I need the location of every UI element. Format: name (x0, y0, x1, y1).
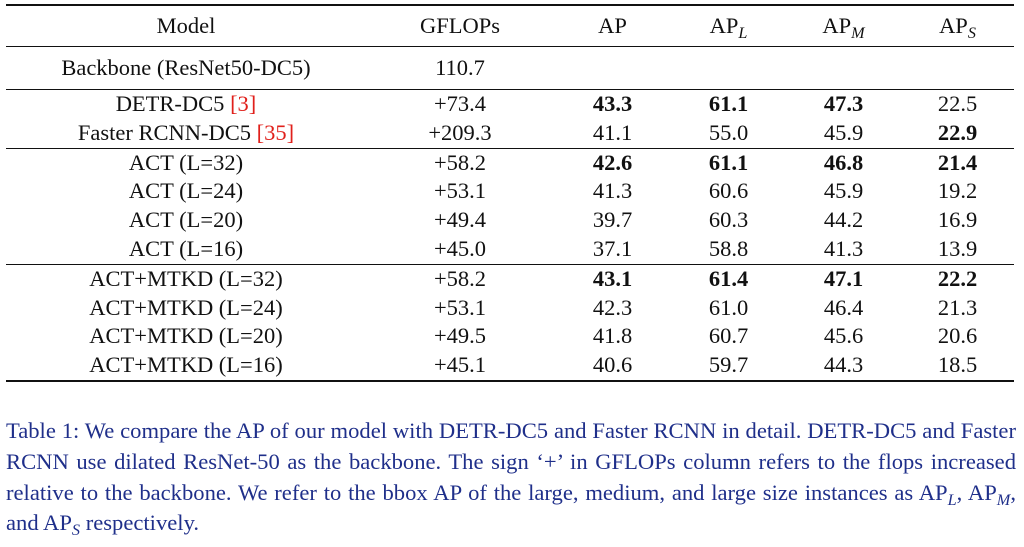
cell-apm: 45.9 (823, 119, 864, 145)
cell-aps: 16.9 (937, 207, 978, 233)
cell-aps: 21.4 (901, 147, 1014, 178)
cell-gflops: +209.3 (428, 119, 492, 145)
cell-apm: 44.3 (786, 351, 901, 382)
cell-aps: 22.5 (901, 88, 1014, 119)
cell-apl: 61.1 (671, 147, 786, 178)
cell-apm: 47.1 (786, 263, 901, 294)
cell-gflops: +45.1 (366, 351, 554, 382)
cell-apm: 41.3 (823, 235, 864, 261)
cell-model: Backbone (ResNet50-DC5) (6, 46, 366, 90)
table-row: ACT+MTKD (L=32) +58.2 43.1 61.4 47.1 22.2 (6, 263, 1014, 294)
cell-apl: 61.1 (671, 88, 786, 119)
header-gflops: GFLOPs (366, 4, 554, 47)
table-row: ACT (L=32) +58.2 42.6 61.1 46.8 21.4 (6, 147, 1014, 178)
results-table-container: Model GFLOPs AP APL APM APS Backbone (Re… (6, 4, 1014, 382)
cell-ap: 41.1 (592, 119, 633, 145)
cell-ap: 43.1 (554, 263, 671, 294)
cell-model: ACT (L=16) (128, 235, 244, 261)
table-row-backbone: Backbone (ResNet50-DC5) 110.7 (6, 46, 1014, 90)
cell-model: Faster RCNN-DC5 [35] (77, 119, 295, 145)
cell-apm: 46.8 (786, 147, 901, 178)
header-ap-large: APL (671, 4, 786, 47)
cell-aps: 18.5 (901, 351, 1014, 382)
cell-gflops: +58.2 (366, 263, 554, 294)
cell-apm: 45.6 (823, 323, 864, 349)
cell-aps: 22.9 (937, 119, 978, 145)
cell-ap: 42.6 (554, 147, 671, 178)
table-row: DETR-DC5 [3] +73.4 43.3 61.1 47.3 22.5 (6, 88, 1014, 119)
table-caption: Table 1: We compare the AP of our model … (6, 418, 1016, 540)
header-ap-small: APS (901, 4, 1014, 47)
table-row: ACT+MTKD (L=24) +53.1 42.3 61.0 46.4 21.3 (6, 294, 1014, 323)
table-row: ACT (L=16) +45.0 37.1 58.8 41.3 13.9 (6, 235, 1014, 264)
cell-ap: 37.1 (592, 235, 633, 261)
cell-apm: 44.2 (823, 207, 864, 233)
cell-apl: 59.7 (671, 351, 786, 382)
cell-apl: 58.8 (708, 235, 749, 261)
cell-apl: 60.3 (708, 207, 749, 233)
cell-gflops: +58.2 (366, 147, 554, 178)
cell-model: DETR-DC5 [3] (6, 88, 366, 119)
table-row: ACT+MTKD (L=20) +49.5 41.8 60.7 45.6 20.6 (6, 322, 1014, 351)
cell-model: ACT+MTKD (L=32) (6, 263, 366, 294)
cell-gflops: +45.0 (433, 235, 487, 261)
cell-gflops: 110.7 (366, 46, 554, 90)
header-model: Model (6, 4, 366, 47)
cell-model: ACT+MTKD (L=24) (89, 294, 283, 320)
cell-apl: 55.0 (708, 119, 749, 145)
cell-ap: 39.7 (592, 207, 633, 233)
table-header-row: Model GFLOPs AP APL APM APS (6, 4, 1014, 47)
cell-aps: 21.3 (937, 294, 978, 320)
table-body: DETR-DC5 [3] +73.4 43.3 61.1 47.3 22.5 Faster … (6, 88, 1014, 382)
cell-aps: 22.2 (901, 263, 1014, 294)
citation-link[interactable]: [35] (256, 119, 295, 145)
cell-apm: 45.9 (823, 178, 864, 204)
cell-gflops: +53.1 (433, 294, 487, 320)
header-ap: AP (554, 4, 671, 47)
cell-gflops: +49.5 (433, 323, 487, 349)
table-row: ACT+MTKD (L=16) +45.1 40.6 59.7 44.3 18.5 (6, 351, 1014, 382)
cell-ap: 41.3 (592, 178, 633, 204)
cell-ap: 41.8 (592, 323, 633, 349)
cell-aps: 20.6 (937, 323, 978, 349)
cell-aps: 19.2 (937, 178, 978, 204)
cell-apm: 47.3 (786, 88, 901, 119)
cell-gflops: +49.4 (433, 207, 487, 233)
table-row: ACT (L=24) +53.1 41.3 60.6 45.9 19.2 (6, 177, 1014, 206)
cell-apl: 61.4 (671, 263, 786, 294)
cell-model: ACT (L=24) (128, 178, 244, 204)
citation-link[interactable]: [3] (230, 91, 257, 116)
cell-apm: 46.4 (823, 294, 864, 320)
cell-apl: 60.7 (708, 323, 749, 349)
cell-apl: 60.6 (708, 178, 749, 204)
cell-model: ACT+MTKD (L=20) (89, 323, 283, 349)
header-ap-medium: APM (786, 4, 901, 47)
results-table: Model GFLOPs AP APL APM APS Backbone (Re… (6, 4, 1014, 382)
cell-apl: 61.0 (708, 294, 749, 320)
cell-ap: 43.3 (554, 88, 671, 119)
cell-model: ACT+MTKD (L=16) (6, 351, 366, 382)
cell-gflops: +53.1 (433, 178, 487, 204)
table-row: Faster RCNN-DC5 [35] +209.3 41.1 55.0 45.9 22… (6, 119, 1014, 148)
cell-model: ACT (L=32) (6, 147, 366, 178)
cell-aps: 13.9 (937, 235, 978, 261)
cell-ap: 42.3 (592, 294, 633, 320)
cell-ap: 40.6 (554, 351, 671, 382)
table-row: ACT (L=20) +49.4 39.7 60.3 44.2 16.9 (6, 206, 1014, 235)
cell-model: ACT (L=20) (128, 207, 244, 233)
cell-gflops: +73.4 (366, 88, 554, 119)
